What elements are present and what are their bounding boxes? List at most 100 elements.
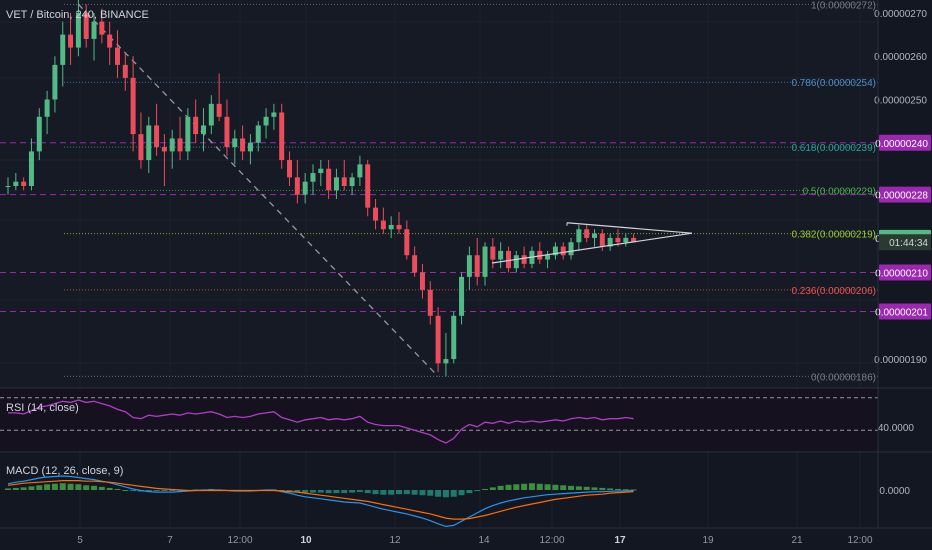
candle-body	[177, 138, 183, 152]
macd-histogram-bar	[122, 490, 129, 491]
fib-level-label: 0.5(0.00000229)	[803, 186, 876, 197]
candle-body	[224, 116, 230, 148]
candle-body	[216, 103, 222, 117]
horizontal-levels[interactable]	[0, 142, 878, 312]
trend-line-dashed[interactable]	[77, 3, 439, 377]
price-badge	[879, 186, 931, 203]
time-tick-label: 7	[167, 535, 173, 546]
candle-body	[193, 116, 199, 135]
candle-body	[607, 237, 613, 247]
triangle-lower-line[interactable]	[491, 232, 693, 264]
candle-body	[146, 125, 152, 161]
candle-body	[584, 229, 590, 238]
macd-histogram-bar	[302, 490, 309, 493]
candle-body	[36, 116, 42, 152]
candle-body	[255, 125, 261, 143]
macd-histogram-bar	[513, 484, 520, 490]
candlestick-series	[5, 0, 637, 377]
fib-level-label: 0.236(0.00000206)	[791, 286, 876, 297]
candle-body	[490, 246, 496, 260]
macd-histogram-bar	[396, 490, 402, 495]
candle-body	[545, 255, 551, 260]
fib-retracement[interactable]: 1(0.00000272) 0.786(0.00000254) 0.618(0.00…	[64, 0, 878, 383]
time-tick-label: 17	[614, 535, 626, 546]
candle-body	[560, 246, 566, 256]
price-tick-label: 0.00000260	[874, 52, 927, 63]
macd-histogram-bar	[341, 490, 348, 494]
price-badge-label: 0.00000228	[875, 191, 928, 202]
candle-body	[44, 99, 50, 117]
candle-body	[122, 64, 128, 78]
macd-histogram-bar	[44, 484, 51, 490]
time-axis[interactable]: 5 7 12:00 10 12 14 12:00 17 19 21 12:00	[77, 535, 873, 546]
macd-histogram-bar	[106, 487, 113, 490]
triangle-pattern[interactable]	[491, 222, 693, 264]
macd-histogram-bar	[286, 490, 293, 492]
macd-histogram-bar	[442, 490, 449, 498]
candle-body	[107, 34, 113, 48]
candle-body	[443, 359, 449, 364]
macd-histogram-bar	[145, 490, 152, 492]
candle-body	[13, 181, 19, 187]
price-badge-label: 0.00000240	[875, 139, 928, 150]
candle-body	[552, 246, 558, 256]
countdown-label: 01:44:34	[889, 238, 928, 249]
macd-histogram-bar	[599, 487, 606, 490]
candle-body	[498, 250, 504, 260]
macd-histogram-bar	[552, 484, 559, 490]
macd-histogram-bar	[575, 486, 582, 490]
macd-histogram-bar	[12, 487, 19, 490]
candle-body	[52, 64, 58, 100]
macd-histogram-bar	[356, 490, 363, 493]
macd-line	[7, 475, 634, 528]
candle-body	[130, 77, 136, 135]
rsi-pane[interactable]	[0, 389, 878, 451]
price-badge-label: 0.00000210	[875, 269, 928, 280]
candle-body	[91, 21, 97, 39]
candle-body	[623, 237, 629, 243]
candle-body	[482, 246, 488, 277]
macd-tick-label: 0.0000	[879, 486, 910, 497]
macd-histogram-bar	[528, 483, 535, 490]
fib-level-label: 0.618(0.00000239)	[791, 143, 876, 154]
descending-trend-line[interactable]	[77, 3, 439, 377]
time-tick-label: 12:00	[539, 535, 564, 546]
candle-body	[631, 237, 637, 243]
candle-body	[208, 103, 214, 126]
price-tick-label: 0.00000250	[874, 95, 927, 106]
price-badge	[879, 134, 931, 151]
candle-body	[380, 220, 386, 230]
macd-histogram-bar	[161, 490, 168, 491]
triangle-upper-line[interactable]	[566, 222, 693, 234]
price-badge	[879, 303, 931, 320]
macd-histogram-bar	[98, 486, 105, 490]
candle-body	[99, 21, 105, 35]
candle-body	[294, 177, 300, 195]
fib-level-label: 0.786(0.00000254)	[791, 78, 876, 89]
candle-body	[28, 151, 34, 187]
macd-histogram-bar	[419, 490, 426, 496]
macd-histogram-bar	[333, 490, 340, 494]
price-badge	[879, 264, 931, 281]
macd-histogram-bar	[325, 490, 332, 494]
candle-body	[404, 229, 410, 256]
macd-signal-line	[7, 480, 634, 520]
candle-body	[474, 255, 480, 277]
macd-histogram-bar	[51, 483, 58, 490]
candle-body	[318, 168, 324, 174]
candle-body	[576, 229, 582, 243]
candle-body	[373, 207, 379, 221]
rsi-indicator: 40.0000	[0, 397, 914, 444]
macd-histogram-bar	[536, 483, 543, 490]
candle-body	[396, 224, 402, 230]
macd-histogram-bar	[67, 483, 74, 490]
macd-histogram-bar	[169, 490, 176, 491]
time-tick-label: 14	[478, 535, 490, 546]
candle-body	[68, 34, 74, 48]
candle-body	[592, 233, 597, 238]
macd-histogram-bar	[427, 490, 434, 496]
price-axis[interactable]: 0.00000270 0.00000260 0.00000250 0.00000190	[874, 9, 927, 366]
macd-histogram-bar	[489, 487, 496, 490]
macd-histogram-bar	[591, 487, 598, 490]
